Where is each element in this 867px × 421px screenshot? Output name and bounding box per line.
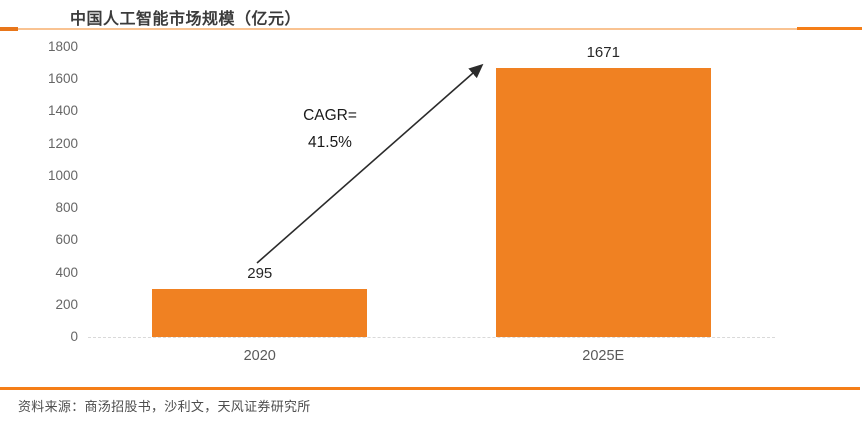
bar-value-label: 295 xyxy=(247,265,273,283)
y-tick-label: 1600 xyxy=(47,71,78,87)
y-tick-label: 800 xyxy=(55,200,78,216)
y-tick-label: 1000 xyxy=(47,167,78,183)
bar-2025E xyxy=(495,67,711,337)
bar-value-label: 1671 xyxy=(586,43,620,61)
cagr-annotation: CAGR= 41.5% xyxy=(270,102,390,156)
y-tick-label: 1200 xyxy=(47,135,78,151)
top-rule-accent-left xyxy=(0,27,18,31)
source-note: 资料来源：商汤招股书，沙利文，天风证券研究所 xyxy=(18,399,311,414)
y-tick-label: 1400 xyxy=(47,103,78,119)
x-tick-label: 2020 xyxy=(243,348,276,364)
y-tick-label: 1800 xyxy=(47,39,78,54)
bar-2020 xyxy=(152,289,368,337)
cagr-annotation-line1: CAGR= xyxy=(303,107,357,124)
x-tick-label: 2025E xyxy=(582,348,625,364)
top-rule-line xyxy=(0,28,862,30)
bottom-rule-line xyxy=(0,387,860,390)
chart-title: 中国人工智能市场规模（亿元） xyxy=(70,11,302,28)
y-tick-label: 200 xyxy=(55,296,78,312)
y-tick-label: 400 xyxy=(55,264,78,280)
y-tick-label: 600 xyxy=(55,232,78,248)
cagr-annotation-line2: 41.5% xyxy=(308,134,352,152)
top-rule-accent-right xyxy=(797,27,862,30)
x-axis-baseline xyxy=(88,337,775,338)
y-tick-label: 0 xyxy=(70,329,78,344)
